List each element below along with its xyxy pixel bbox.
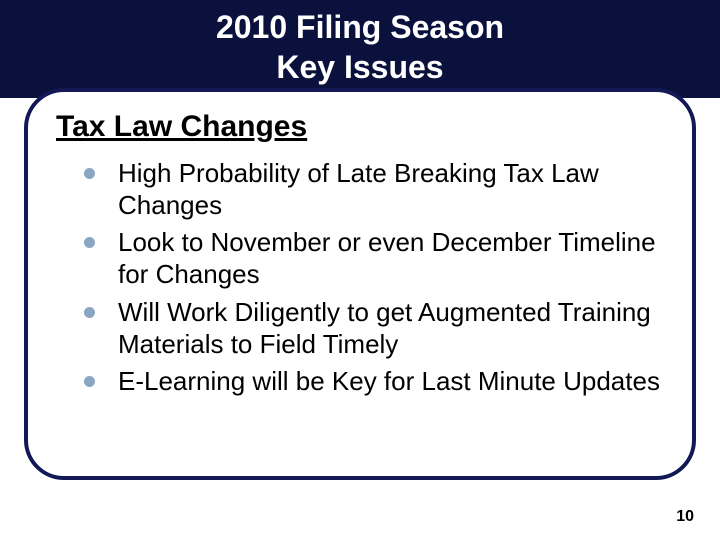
content-frame: Tax Law Changes High Probability of Late…: [24, 88, 696, 480]
list-item: High Probability of Late Breaking Tax La…: [84, 158, 664, 221]
title-bar: 2010 Filing Season Key Issues: [0, 0, 720, 98]
slide: 2010 Filing Season Key Issues Tax Law Ch…: [0, 0, 720, 540]
title-line-1: 2010 Filing Season: [216, 9, 504, 45]
list-item: Look to November or even December Timeli…: [84, 227, 664, 290]
list-item: Will Work Diligently to get Augmented Tr…: [84, 297, 664, 360]
page-number: 10: [676, 508, 694, 526]
subheading: Tax Law Changes: [56, 110, 664, 144]
bullet-list: High Probability of Late Breaking Tax La…: [56, 158, 664, 398]
list-item: E-Learning will be Key for Last Minute U…: [84, 366, 664, 398]
title-line-2: Key Issues: [276, 49, 443, 85]
slide-title: 2010 Filing Season Key Issues: [208, 7, 512, 92]
